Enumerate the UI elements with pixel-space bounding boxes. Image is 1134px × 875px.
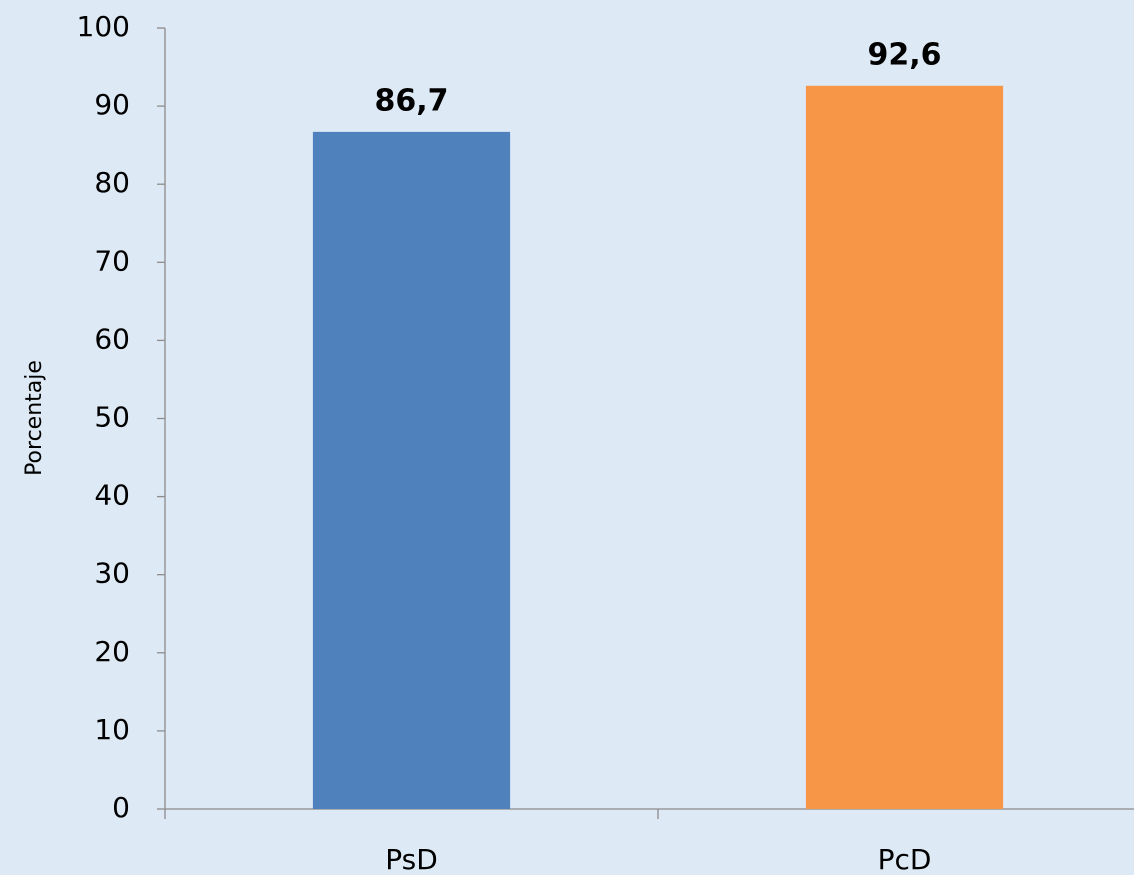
x-tick-label: PsD (385, 843, 438, 875)
y-tick-label: 40 (94, 479, 130, 512)
y-tick-label: 70 (94, 244, 130, 277)
y-axis-label: Porcentaje (22, 360, 47, 476)
value-label: 92,6 (867, 37, 941, 72)
bar (312, 131, 511, 810)
value-label: 86,7 (374, 83, 448, 118)
y-tick-label: 60 (94, 322, 130, 355)
y-tick-label: 50 (94, 401, 130, 434)
x-tick-label: PcD (878, 843, 932, 875)
y-tick-label: 30 (94, 557, 130, 590)
y-tick-label: 90 (94, 88, 130, 121)
y-tick-label: 80 (94, 166, 130, 199)
bar (805, 85, 1004, 809)
y-tick-label: 20 (94, 635, 130, 668)
y-tick-label: 0 (112, 791, 130, 824)
y-tick-label: 100 (77, 10, 130, 43)
y-tick-label: 10 (94, 713, 130, 746)
